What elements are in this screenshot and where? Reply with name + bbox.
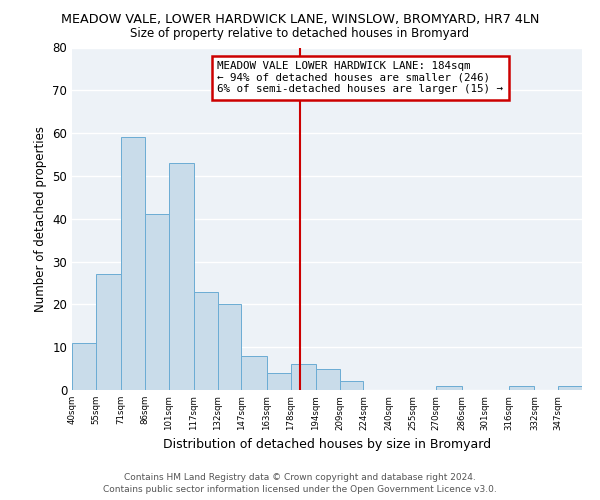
Bar [267,373,290,390]
Bar [121,138,145,390]
Text: MEADOW VALE LOWER HARDWICK LANE: 184sqm
← 94% of detached houses are smaller (24: MEADOW VALE LOWER HARDWICK LANE: 184sqm … [217,61,503,94]
X-axis label: Distribution of detached houses by size in Bromyard: Distribution of detached houses by size … [163,438,491,451]
Bar [290,364,316,390]
Bar [509,386,535,390]
Bar [558,386,582,390]
Bar [145,214,169,390]
Text: MEADOW VALE, LOWER HARDWICK LANE, WINSLOW, BROMYARD, HR7 4LN: MEADOW VALE, LOWER HARDWICK LANE, WINSLO… [61,12,539,26]
Bar [340,382,364,390]
Text: Contains HM Land Registry data © Crown copyright and database right 2024.
Contai: Contains HM Land Registry data © Crown c… [103,473,497,494]
Bar [169,163,194,390]
Bar [436,386,461,390]
Bar [96,274,121,390]
Bar [194,292,218,390]
Y-axis label: Number of detached properties: Number of detached properties [34,126,47,312]
Bar [241,356,267,390]
Bar [218,304,241,390]
Bar [316,368,340,390]
Bar [72,343,96,390]
Text: Size of property relative to detached houses in Bromyard: Size of property relative to detached ho… [130,28,470,40]
